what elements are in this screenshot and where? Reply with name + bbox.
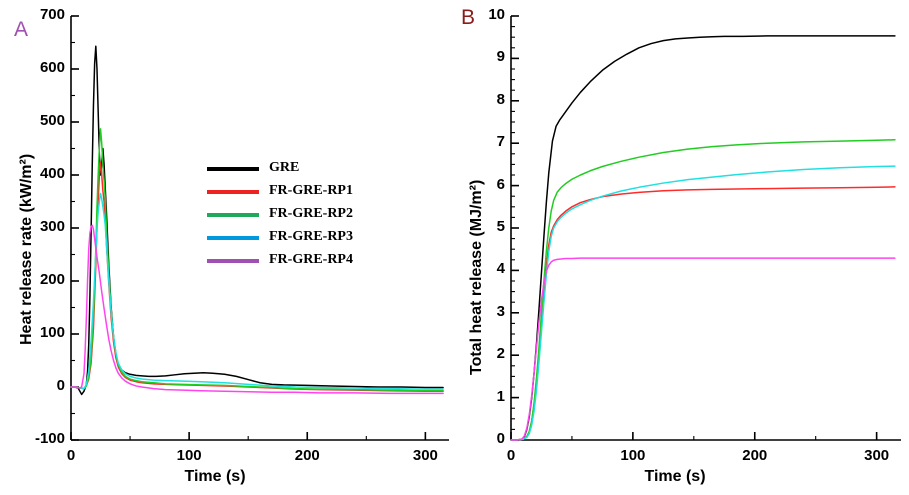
- chart-a-x-axis-title: Time (s): [184, 468, 246, 485]
- panel-b-letter: B: [461, 6, 476, 29]
- y-tick-label: -100: [34, 430, 65, 447]
- series-line-fr-gre-rp1: [510, 186, 896, 441]
- chart-b-x-axis-title: Time (s): [644, 468, 706, 485]
- legend-color-swatch: [207, 259, 259, 263]
- chart-a-y-axis-title: Heat release rate (kW/m²): [18, 153, 35, 345]
- series-line-gre: [510, 35, 896, 441]
- y-tick-label: 100: [39, 324, 65, 341]
- legend-label: GRE: [269, 160, 300, 175]
- y-tick-label: 4: [496, 260, 505, 278]
- y-tick-label: 2: [496, 345, 505, 363]
- x-tick-label: 300: [412, 447, 438, 464]
- y-tick-label: 9: [496, 48, 505, 66]
- x-tick-label: 0: [66, 447, 76, 464]
- x-tick-label: 200: [294, 447, 320, 464]
- y-tick-label: 0: [56, 377, 65, 394]
- panel-a-heat-release-rate: A Heat release rate (kW/m²) Time (s) GRE…: [14, 6, 449, 485]
- x-tick-label: 100: [176, 447, 202, 464]
- series-line-fr-gre-rp2: [510, 139, 896, 441]
- legend-color-swatch: [207, 236, 259, 240]
- panel-b-total-heat-release: B Total heat release (MJ/m²) Time (s) 0 1…: [455, 0, 909, 495]
- y-tick-label: 600: [39, 59, 65, 76]
- chart-a-canvas: [70, 15, 449, 441]
- series-line-fr-gre-rp3: [70, 192, 444, 390]
- series-line-fr-gre-rp4: [510, 257, 896, 441]
- x-tick-label: 0: [506, 447, 516, 464]
- y-tick-label: 400: [39, 165, 65, 182]
- series-line-fr-gre-rp4: [70, 224, 444, 395]
- x-tick-label: 100: [620, 447, 646, 464]
- series-line-fr-gre-rp3: [510, 165, 896, 441]
- y-tick-label: 500: [39, 112, 65, 129]
- y-tick-label: 10: [488, 6, 505, 23]
- legend-label: FR-GRE-RP4: [269, 252, 353, 267]
- y-tick-label: 7: [496, 133, 505, 151]
- chart-b-canvas: [510, 15, 901, 441]
- x-tick-label: 300: [864, 447, 890, 464]
- panel-a-letter: A: [14, 18, 29, 41]
- legend-color-swatch: [207, 190, 259, 194]
- y-tick-label: 8: [496, 90, 505, 108]
- legend-color-swatch: [207, 167, 259, 171]
- y-tick-label: 1: [496, 387, 505, 405]
- y-tick-label: 200: [39, 271, 65, 288]
- series-line-gre: [70, 45, 444, 396]
- y-tick-label: 700: [39, 6, 65, 23]
- legend-label: FR-GRE-RP3: [269, 229, 353, 244]
- chart-b-y-axis-title: Total heat release (MJ/m²): [468, 179, 485, 375]
- legend-label: FR-GRE-RP1: [269, 183, 353, 198]
- series-line-fr-gre-rp1: [70, 161, 444, 392]
- legend-label: FR-GRE-RP2: [269, 206, 353, 221]
- x-tick-label: 200: [742, 447, 768, 464]
- y-tick-label: 5: [496, 218, 505, 235]
- y-tick-label: 300: [39, 218, 65, 235]
- y-tick-label: 6: [496, 175, 505, 193]
- y-tick-label: 0: [496, 430, 505, 447]
- y-tick-label: 3: [496, 302, 505, 320]
- legend-color-swatch: [207, 213, 259, 217]
